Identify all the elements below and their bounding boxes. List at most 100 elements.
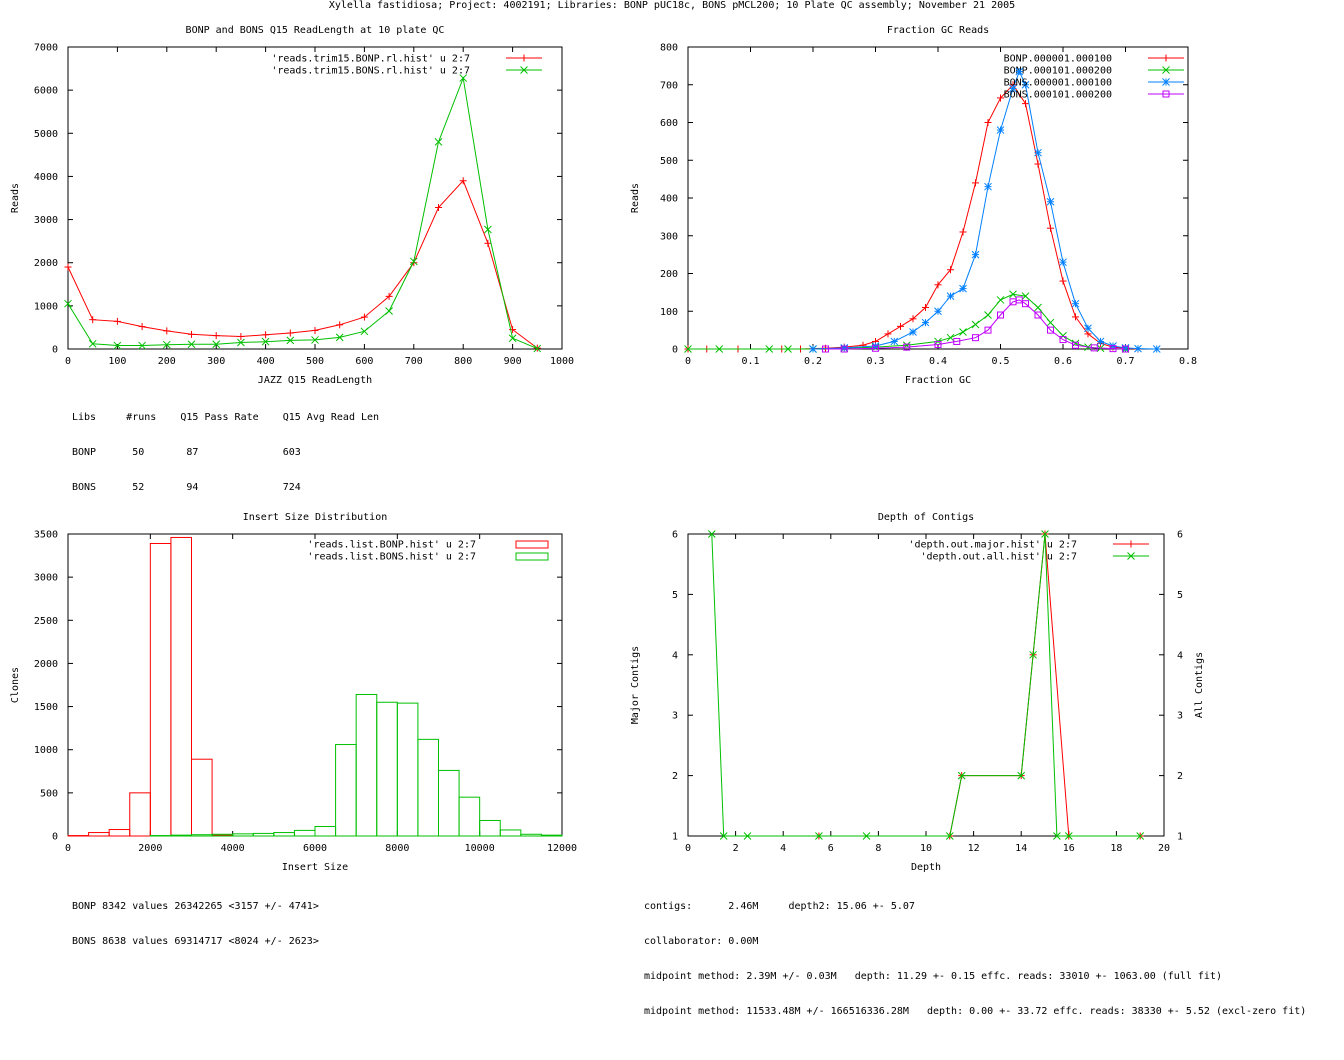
y2-tick-label: 6	[1177, 530, 1183, 541]
legend-label: BONS.000001.000100	[1004, 78, 1112, 89]
point-marker	[1029, 650, 1037, 659]
series-2	[684, 290, 1130, 353]
y-tick-label: 3000	[34, 573, 58, 584]
point-marker	[508, 334, 517, 343]
point-marker	[533, 344, 542, 353]
y-tick-label: 2	[672, 771, 678, 782]
x-tick-label: 0	[65, 843, 71, 854]
y-tick-label: 5000	[34, 129, 58, 140]
histogram-bar	[191, 834, 213, 837]
point-marker	[971, 320, 980, 329]
point-marker	[984, 182, 992, 191]
x-tick-label: 12000	[547, 843, 577, 854]
point-marker	[872, 344, 879, 352]
point-marker	[715, 345, 724, 353]
point-marker	[1071, 339, 1080, 348]
point-marker	[311, 336, 319, 344]
point-marker	[1017, 771, 1026, 780]
histogram-bar	[355, 693, 378, 837]
point-marker	[1152, 345, 1161, 353]
x-tick-label: 4	[780, 843, 786, 854]
x-tick-label: 12	[968, 843, 980, 854]
x-tick-label: 800	[454, 356, 472, 367]
series-line	[818, 533, 1141, 837]
point-marker	[909, 328, 917, 336]
point-marker	[1084, 324, 1092, 333]
plot-frame	[687, 46, 1189, 350]
point-marker	[1021, 80, 1030, 89]
x-axis-label: Insert Size	[282, 862, 348, 873]
histogram-bar	[499, 829, 522, 837]
y-tick-label: 6000	[34, 86, 58, 97]
point-marker	[707, 530, 716, 538]
y-tick-label: 6	[672, 530, 678, 541]
x-tick-label: 0.7	[1116, 356, 1134, 367]
x-tick-label: 100	[108, 356, 126, 367]
histogram-bar	[376, 701, 398, 837]
point-marker	[743, 832, 752, 840]
y-tick-label: 300	[660, 231, 678, 242]
point-marker	[984, 311, 992, 319]
point-marker	[1162, 66, 1170, 74]
stats-line: BONP 50 87 603	[72, 446, 301, 458]
y-tick-label: 1500	[34, 702, 58, 713]
point-marker	[971, 250, 980, 259]
x-tick-label: 4000	[221, 843, 245, 854]
point-marker	[959, 328, 967, 336]
x-tick-label: 16	[1063, 843, 1075, 854]
point-marker	[957, 771, 966, 780]
x-tick-label: 900	[504, 356, 522, 367]
y-tick-label: 0	[52, 832, 58, 843]
chart-title: BONP and BONS Q15 ReadLength at 10 plate…	[186, 25, 445, 36]
depth-stats: contigs: 2.46M depth2: 15.06 +- 5.07 col…	[644, 878, 1306, 1029]
histogram-bar	[396, 702, 419, 837]
point-marker	[1162, 78, 1170, 86]
point-marker	[459, 74, 468, 82]
point-marker	[484, 225, 492, 234]
point-marker	[1022, 300, 1029, 308]
legend-swatch	[515, 540, 549, 549]
y-tick-label: 2500	[34, 616, 58, 627]
legend-label: 'reads.list.BONS.hist' u 2:7	[307, 552, 476, 563]
stats-line: contigs: 2.46M depth2: 15.06 +- 5.07	[644, 901, 915, 913]
point-marker	[1127, 552, 1135, 560]
point-marker	[996, 296, 1005, 304]
point-marker	[934, 307, 942, 316]
y-tick-label: 3500	[34, 530, 58, 541]
point-marker	[1009, 290, 1017, 299]
x-tick-label: 600	[355, 356, 373, 367]
y-tick-label: 7000	[34, 43, 58, 54]
y2-tick-label: 1	[1177, 832, 1183, 843]
x-tick-label: 0.3	[866, 356, 884, 367]
x-tick-label: 0.1	[741, 356, 759, 367]
x-tick-label: 700	[405, 356, 423, 367]
y2-tick-label: 5	[1177, 590, 1183, 601]
x-tick-label: 10000	[465, 843, 495, 854]
legend-label: 'reads.trim15.BONS.rl.hist' u 2:7	[271, 66, 470, 77]
insert-size-stats: BONP 8342 values 26342265 <3157 +/- 4741…	[72, 878, 319, 959]
histogram-bar	[170, 536, 193, 837]
point-marker	[1162, 90, 1170, 98]
point-marker	[162, 340, 171, 349]
point-marker	[959, 284, 967, 293]
point-marker	[434, 138, 443, 146]
series-2	[707, 530, 1145, 840]
legend-label: 'depth.out.major.hist' u 2:7	[908, 540, 1077, 551]
histogram-bar	[88, 832, 110, 837]
y-tick-label: 200	[660, 269, 678, 280]
series-line	[688, 84, 1139, 350]
point-marker	[984, 326, 992, 334]
point-marker	[286, 336, 295, 345]
stats-line: BONS 52 94 724	[72, 481, 301, 493]
stats-line: collaborator: 0.00M	[644, 935, 759, 947]
point-marker	[945, 832, 954, 840]
page-title: Xylella fastidiosa; Project: 4002191; Li…	[328, 0, 1016, 11]
y-tick-label: 1	[672, 832, 678, 843]
x-tick-label: 2000	[138, 843, 162, 854]
series-4	[822, 296, 1129, 353]
series-line	[812, 70, 1157, 350]
y2-tick-label: 4	[1177, 650, 1183, 661]
point-marker	[1059, 258, 1067, 267]
point-marker	[862, 832, 871, 840]
